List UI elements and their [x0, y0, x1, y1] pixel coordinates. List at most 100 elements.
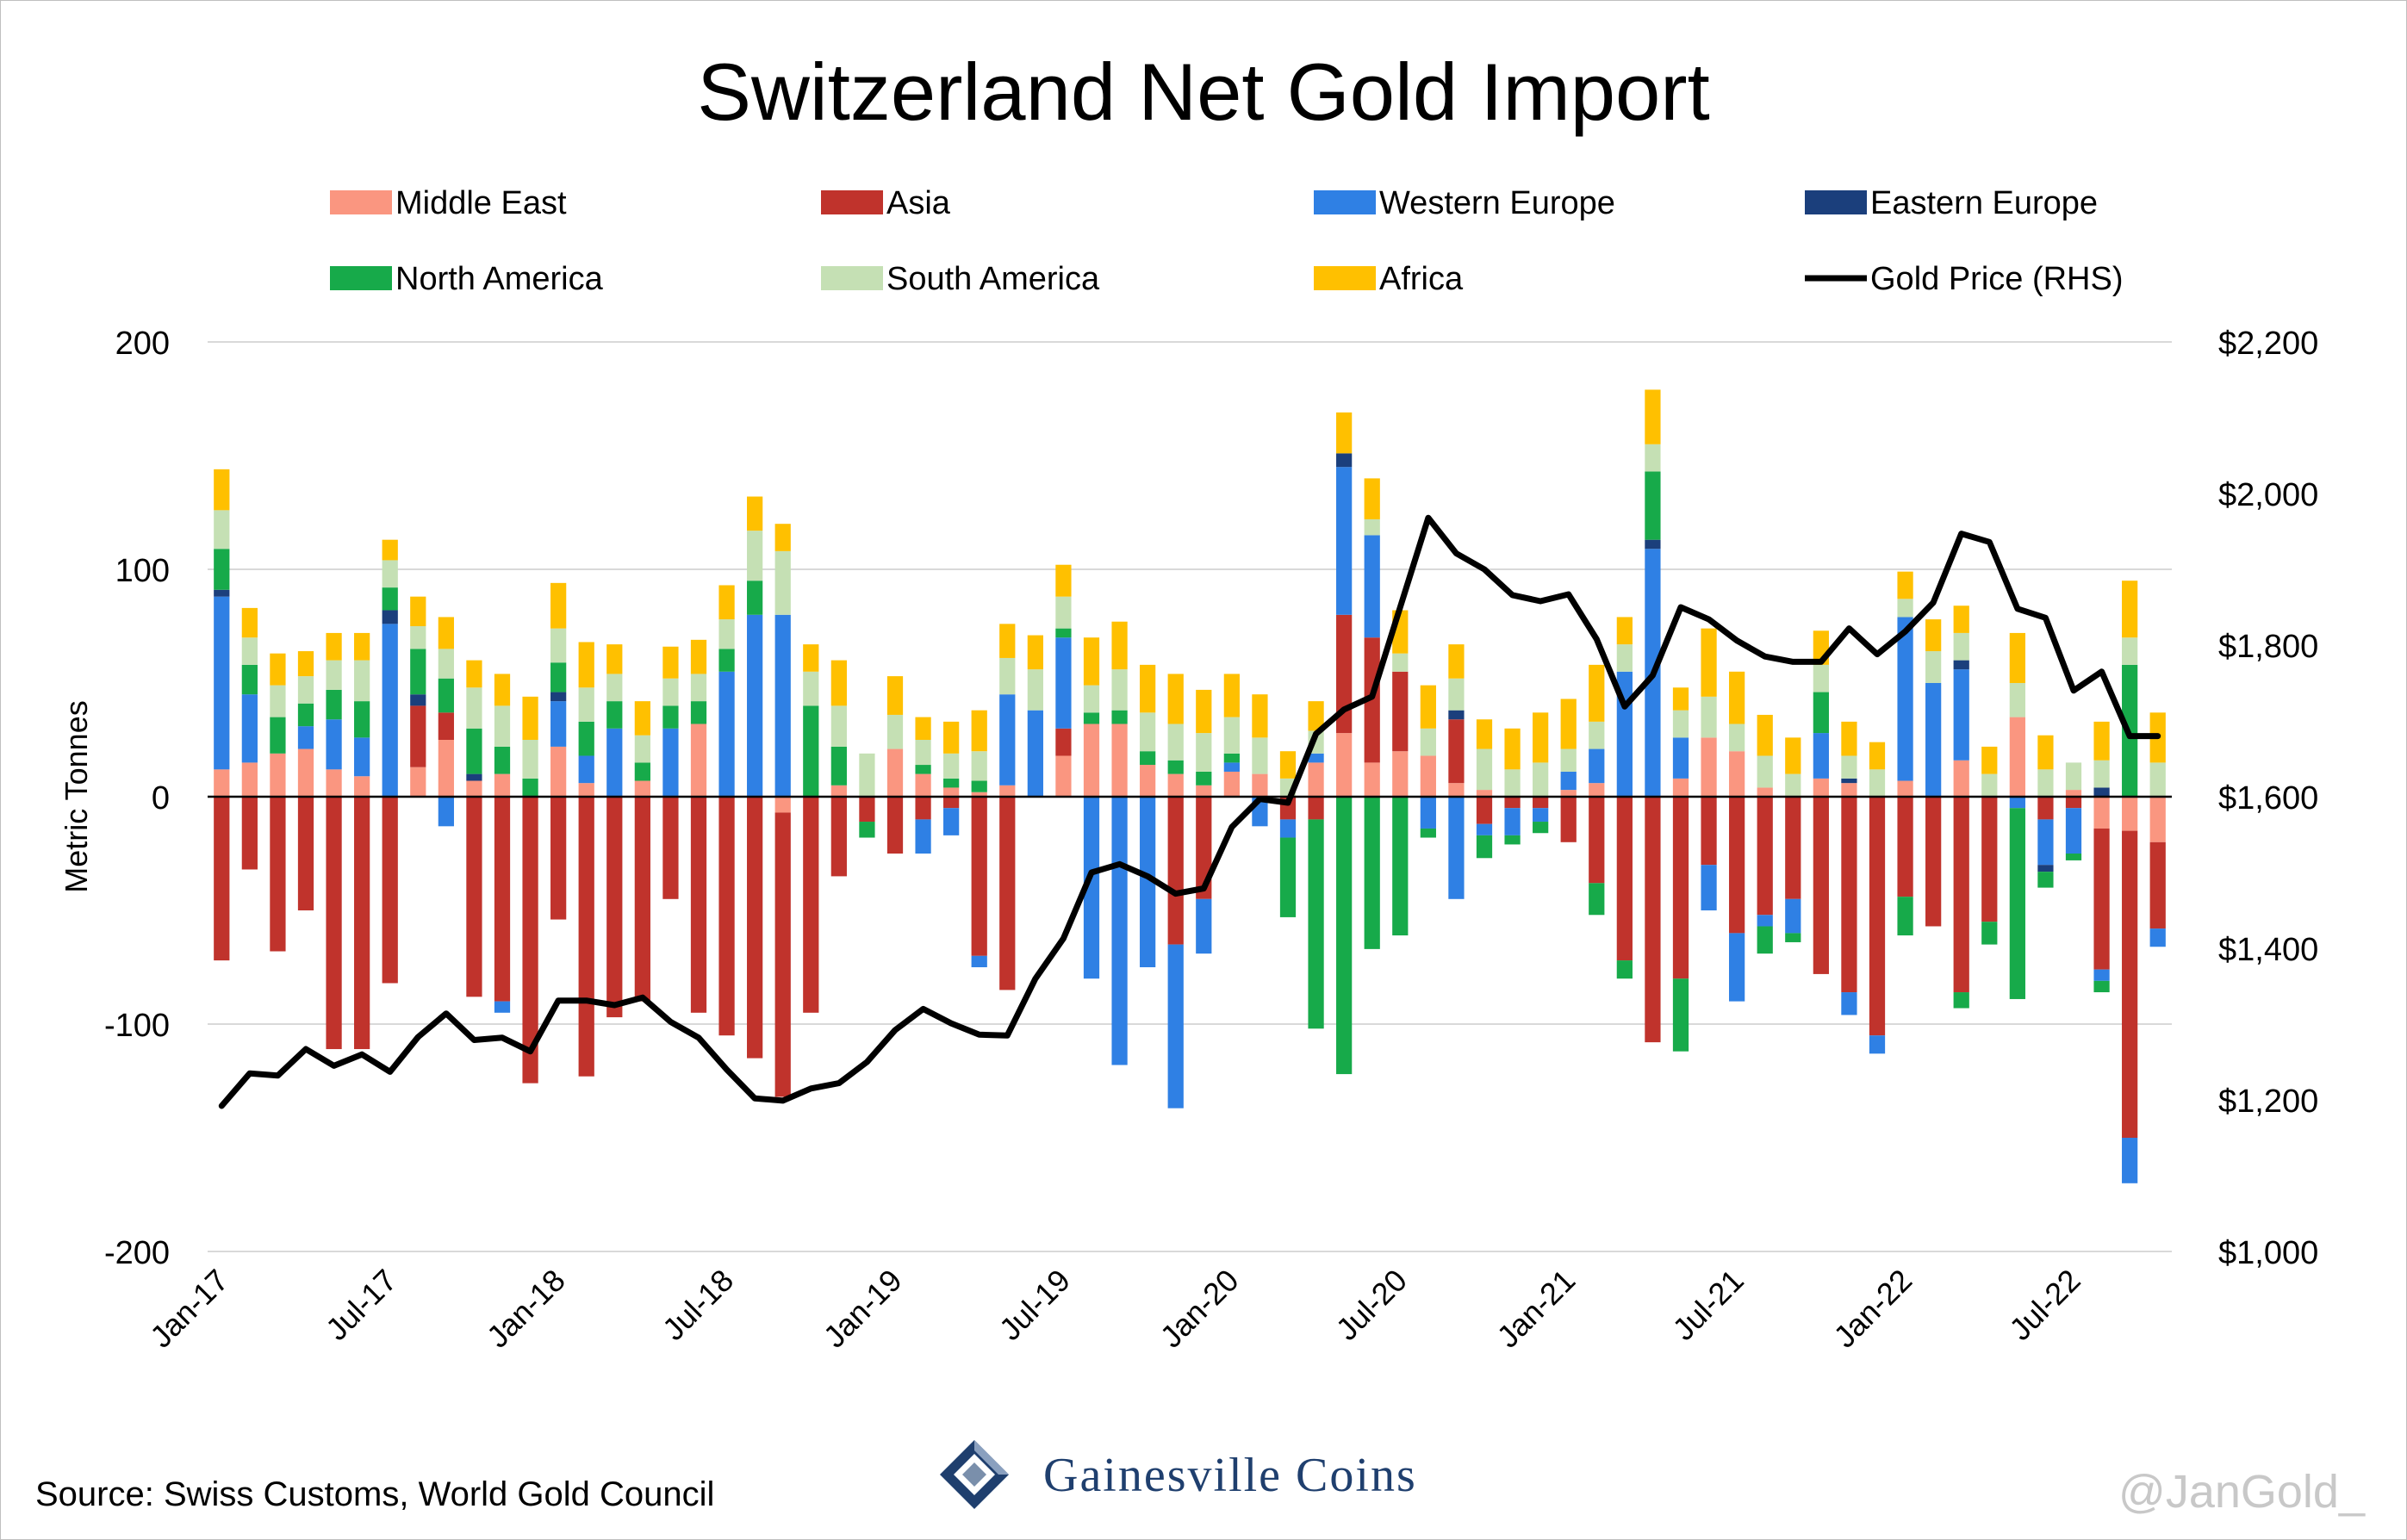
bar-asia	[690, 797, 707, 1013]
bar-africa	[438, 617, 454, 649]
bar-south-america	[1111, 669, 1128, 711]
bar-middle-east	[1083, 723, 1100, 797]
bar-asia	[943, 797, 960, 809]
chart-title: Switzerland Net Gold Import	[697, 47, 1710, 137]
bar-south-america	[999, 657, 1016, 695]
source-note: Source: Swiss Customs, World Gold Counci…	[35, 1475, 715, 1513]
bar-north-america	[354, 701, 370, 738]
bar-middle-east	[1336, 733, 1353, 797]
x-tick-label: Jan-17	[143, 1263, 235, 1355]
bar-north-america	[2065, 854, 2082, 860]
bar-africa	[1560, 699, 1577, 749]
y2-tick-label: $1,800	[2218, 629, 2318, 665]
bar-middle-east	[2122, 797, 2138, 831]
bar-middle-east	[774, 797, 791, 813]
y-tick-label: -200	[104, 1235, 170, 1271]
bar-south-america	[718, 619, 735, 649]
bar-western-europe	[1897, 617, 1913, 781]
bar-western-europe	[1925, 683, 1942, 797]
bar-asia	[466, 797, 482, 997]
legend-label: Western Europe	[1379, 185, 1615, 221]
bar-south-america	[1196, 733, 1212, 772]
legend-item: Africa	[1314, 261, 1464, 297]
bar-middle-east	[1701, 737, 1717, 797]
bar-africa	[1083, 637, 1100, 686]
bar-middle-east	[578, 783, 594, 797]
bar-south-america	[2149, 762, 2166, 797]
bar-asia	[1533, 797, 1549, 809]
bar-middle-east	[1560, 790, 1577, 797]
bar-africa	[2037, 735, 2054, 770]
bar-africa	[550, 582, 567, 629]
bar-eastern-europe	[550, 692, 567, 702]
bar-eastern-europe	[2093, 787, 2110, 797]
bar-western-europe	[2122, 1138, 2138, 1183]
x-tick-label: Jul-18	[656, 1263, 740, 1347]
bar-asia	[830, 797, 847, 877]
bar-western-europe	[774, 614, 791, 797]
bar-western-europe	[2149, 928, 2166, 947]
bar-asia	[803, 797, 819, 1013]
bar-africa	[915, 717, 931, 740]
bar-western-europe	[494, 1001, 511, 1013]
bar-asia	[915, 797, 931, 820]
bar-south-america	[1869, 769, 1886, 797]
legend-swatch	[821, 190, 883, 214]
bar-western-europe	[606, 728, 623, 797]
bar-western-europe	[550, 701, 567, 747]
bar-north-america	[943, 778, 960, 788]
bar-middle-east	[830, 785, 847, 797]
bar-south-america	[297, 676, 314, 704]
bar-western-europe	[1953, 669, 1969, 761]
bar-africa	[662, 646, 679, 679]
legend-swatch	[1805, 190, 1867, 214]
bar-asia	[1672, 797, 1689, 979]
bar-africa	[606, 644, 623, 674]
bar-north-america	[326, 689, 342, 720]
bar-north-america	[578, 721, 594, 756]
bar-africa	[803, 644, 819, 672]
bar-middle-east	[1308, 762, 1324, 797]
bar-africa	[326, 632, 342, 661]
bar-western-europe	[1055, 637, 1072, 729]
bar-north-america	[1336, 797, 1353, 1075]
bar-asia	[1869, 797, 1886, 1036]
bar-south-america	[1533, 762, 1549, 797]
bar-north-america	[634, 762, 650, 781]
bar-middle-east	[1897, 780, 1913, 797]
bar-asia	[1785, 797, 1801, 899]
bar-africa	[354, 632, 370, 661]
y-tick-label: -100	[104, 1008, 170, 1044]
bar-africa	[1308, 701, 1324, 731]
bar-north-america	[1813, 692, 1829, 734]
bar-western-europe	[1785, 898, 1801, 934]
bar-middle-east	[550, 746, 567, 797]
bar-asia	[971, 797, 987, 956]
bar-western-europe	[354, 737, 370, 777]
bar-asia	[1897, 797, 1913, 897]
bar-western-europe	[1504, 808, 1521, 835]
bar-western-europe	[1279, 819, 1297, 838]
bar-north-america	[1420, 828, 1436, 838]
x-tick-label: Jan-18	[480, 1263, 572, 1355]
bar-south-america	[1897, 599, 1913, 618]
bar-africa	[690, 639, 707, 674]
bar-north-america	[803, 705, 819, 797]
bar-south-america	[1785, 773, 1801, 797]
bar-asia	[1055, 728, 1072, 756]
bar-africa	[522, 696, 538, 740]
bar-asia	[410, 705, 426, 767]
bar-middle-east	[1476, 790, 1493, 797]
bar-africa	[1223, 674, 1240, 717]
bar-asia	[718, 797, 735, 1036]
bar-north-america	[690, 701, 707, 724]
bar-western-europe	[1841, 992, 1857, 1015]
bar-middle-east	[1841, 783, 1857, 797]
bar-south-america	[747, 531, 763, 581]
bar-middle-east	[1392, 751, 1409, 797]
bar-western-europe	[438, 797, 454, 827]
bar-north-america	[747, 581, 763, 615]
bar-north-america	[2093, 980, 2110, 993]
bar-north-america	[1196, 771, 1212, 786]
